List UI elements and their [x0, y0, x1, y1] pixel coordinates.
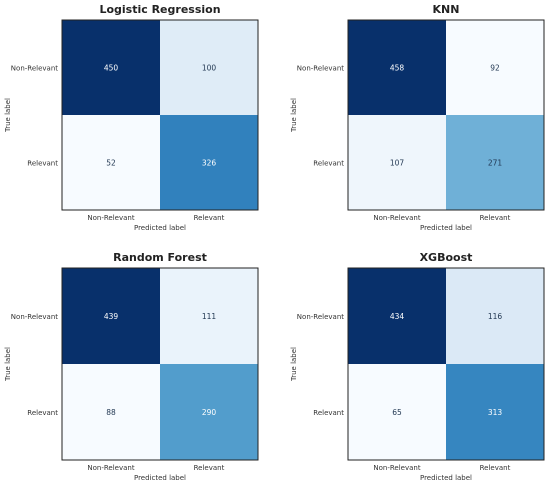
cell-value-label: 271: [488, 159, 503, 168]
matrix-cell: [348, 20, 446, 115]
cell-value-label: 88: [106, 408, 116, 417]
matrix-frame: [61, 267, 259, 461]
confusion-matrix-panel: 434 116 65 313 XGBoost Non-Relevant Relevant No…: [290, 251, 545, 482]
x-tick-label: Non-Relevant: [373, 214, 420, 222]
matrix-cell: [160, 364, 258, 460]
cell-value-label: 65: [392, 408, 402, 417]
cell-value-label: 116: [488, 312, 503, 321]
matrix-frame: [347, 267, 545, 461]
y-axis-label: True label: [290, 98, 298, 133]
x-tick-label: Non-Relevant: [87, 214, 134, 222]
y-tick-label: Non-Relevant: [297, 313, 344, 321]
x-tick-label: Relevant: [194, 214, 225, 222]
y-tick-label: Relevant: [27, 409, 58, 417]
x-tick-label: Relevant: [480, 464, 511, 472]
y-tick-label: Non-Relevant: [11, 65, 58, 73]
x-axis-label: Predicted label: [420, 224, 472, 232]
y-axis-label: True label: [290, 347, 298, 382]
cell-value-label: 313: [488, 408, 503, 417]
chart-title: Logistic Regression: [99, 3, 220, 16]
y-tick-label: Non-Relevant: [297, 65, 344, 73]
matrix-cell: [446, 268, 544, 364]
matrix-cell: [62, 364, 160, 460]
cell-value-label: 92: [490, 64, 500, 73]
matrix-cell: [348, 115, 446, 210]
cell-value-label: 107: [390, 159, 405, 168]
x-axis-label: Predicted label: [134, 474, 186, 482]
x-axis-label: Predicted label: [134, 224, 186, 232]
matrix-cell: [160, 20, 258, 115]
matrix-cell: [348, 364, 446, 460]
cell-value-label: 100: [202, 64, 217, 73]
cell-value-label: 450: [104, 64, 119, 73]
cell-value-label: 439: [104, 312, 119, 321]
cell-value-label: 326: [202, 159, 217, 168]
x-tick-label: Relevant: [480, 214, 511, 222]
confusion-matrix-panel: 458 92 107 271 KNN Non-Relevant Relevant Non-Re…: [290, 3, 545, 232]
y-tick-label: Relevant: [313, 160, 344, 168]
matrix-frame: [347, 19, 545, 211]
matrix-cell: [160, 268, 258, 364]
y-tick-label: Relevant: [27, 160, 58, 168]
cell-value-label: 458: [390, 64, 405, 73]
confusion-matrix-panel: 450 100 52 326 Logistic Regression Non-Releva…: [4, 3, 259, 232]
matrix-cell: [348, 268, 446, 364]
matrix-cell: [160, 115, 258, 210]
x-tick-label: Non-Relevant: [373, 464, 420, 472]
cell-value-label: 290: [202, 408, 217, 417]
matrix-frame: [61, 19, 259, 211]
matrix-cell: [446, 364, 544, 460]
matrix-cell: [62, 268, 160, 364]
x-tick-label: Relevant: [194, 464, 225, 472]
cell-value-label: 111: [202, 312, 217, 321]
y-tick-label: Relevant: [313, 409, 344, 417]
cell-value-label: 434: [390, 312, 405, 321]
cell-value-label: 52: [106, 159, 116, 168]
x-tick-label: Non-Relevant: [87, 464, 134, 472]
chart-title: Random Forest: [113, 251, 207, 264]
chart-title: XGBoost: [420, 251, 473, 264]
y-tick-label: Non-Relevant: [11, 313, 58, 321]
matrix-cell: [62, 115, 160, 210]
y-axis-label: True label: [4, 98, 12, 133]
chart-title: KNN: [433, 3, 460, 16]
confusion-matrix-panel: 439 111 88 290 Random Forest Non-Relevant Rele…: [4, 251, 259, 482]
matrix-cell: [446, 115, 544, 210]
x-axis-label: Predicted label: [420, 474, 472, 482]
y-axis-label: True label: [4, 347, 12, 382]
matrix-cell: [446, 20, 544, 115]
matrix-cell: [62, 20, 160, 115]
